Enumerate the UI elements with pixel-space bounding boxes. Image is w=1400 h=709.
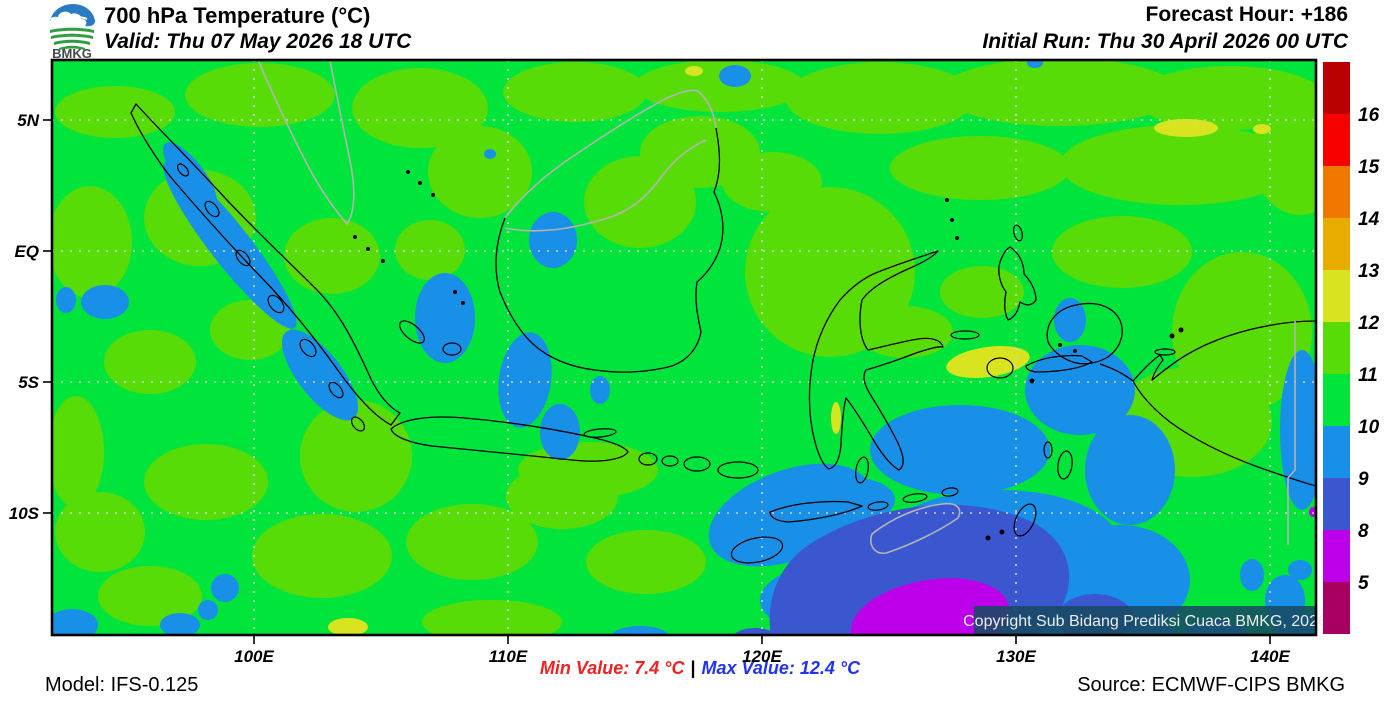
source-label: Source: ECMWF-CIPS BMKG	[1077, 674, 1345, 696]
minmax-values: Min Value: 7.4 °C | Max Value: 12.4 °C	[540, 658, 860, 679]
malay-peninsula-coastline	[257, 60, 355, 225]
lat-label: 5N	[17, 111, 39, 130]
colorbar-label: 9	[1358, 469, 1369, 490]
colorbar-segment	[1323, 166, 1350, 218]
graticule	[52, 60, 1316, 635]
colorbar-label: 11	[1358, 365, 1378, 386]
colorbar-segment	[1323, 114, 1350, 166]
initial-run-label: Initial Run: Thu 30 April 2026 00 UTC	[982, 30, 1348, 53]
colorbar: 16 15 14 13 12 11 10 9 8 5	[1323, 62, 1380, 634]
java-coastline	[390, 416, 629, 462]
logo-green-stripes	[50, 27, 94, 50]
lat-label: EQ	[14, 242, 39, 261]
colorbar-segment	[1323, 62, 1350, 114]
colorbar-label: 13	[1358, 261, 1380, 282]
lat-label: 5S	[18, 373, 39, 392]
small-islands	[353, 170, 1184, 541]
lesser-sunda-islands	[638, 452, 959, 564]
band-5-8-blobs	[850, 507, 1316, 635]
band-12-13-blobs	[328, 66, 1271, 635]
madura-island	[583, 428, 617, 438]
model-label: Model: IFS-0.125	[45, 674, 199, 696]
min-value-label: Min Value: 7.4 °C	[539, 658, 685, 678]
papua-south-coast	[1132, 380, 1316, 487]
belitung-island	[442, 342, 462, 356]
colorbar-label: 16	[1358, 105, 1380, 126]
latitude-labels: 5N EQ 5S 10S	[9, 111, 40, 523]
map-frame	[50, 58, 1318, 637]
page-title: 700 hPa Temperature (°C)	[104, 3, 371, 28]
colorbar-segment	[1323, 270, 1350, 322]
colorbar-label: 5	[1358, 573, 1369, 594]
max-value-label: Max Value: 12.4 °C	[701, 658, 861, 678]
valid-time-label: Valid: Thu 07 May 2026 18 UTC	[104, 30, 412, 53]
colorbar-label: 12	[1358, 313, 1380, 334]
bmkg-logo: BMKG	[48, 2, 96, 60]
lon-label: 110E	[489, 647, 528, 666]
colorbar-segment	[1323, 374, 1350, 426]
colorbar-segment	[1323, 322, 1350, 374]
yapen-island	[1154, 348, 1176, 356]
lon-label: 100E	[234, 647, 274, 666]
buton-island	[855, 456, 869, 484]
halmahera-coastline	[998, 246, 1037, 321]
longitude-labels: 100E 110E 120E 130E 140E	[234, 647, 1290, 666]
colorbar-labels: 16 15 14 13 12 11 10 9 8 5	[1358, 105, 1380, 594]
png-border	[1287, 321, 1296, 545]
borneo-malaysia-coastline	[504, 89, 717, 219]
sumatra-coastline	[130, 103, 401, 426]
copyright-overlay: Copyright Sub Bidang Prediksi Cuaca BMKG…	[963, 606, 1327, 635]
copyright-text: Copyright Sub Bidang Prediksi Cuaca BMKG…	[963, 613, 1327, 630]
sulawesi-coastline	[808, 250, 944, 471]
coastline-layer	[130, 60, 1316, 564]
temperature-fill-layer	[52, 60, 1316, 635]
logo-cloud-swirl	[55, 15, 88, 22]
sula-islands	[950, 330, 980, 340]
colorbar-segment	[1323, 582, 1350, 634]
colorbar-label: 15	[1358, 157, 1380, 178]
morotai-island	[1013, 224, 1023, 242]
borneo-indonesia-coastline	[495, 127, 724, 373]
minmax-separator: |	[690, 658, 696, 678]
lon-label: 120E	[742, 647, 782, 666]
buru-island	[986, 357, 1014, 379]
bangka-island	[399, 320, 425, 344]
colorbar-label: 14	[1358, 209, 1380, 230]
kei-tanimbar-islands	[1013, 441, 1073, 537]
papua-birds-head	[1046, 302, 1123, 365]
papua-north-coast	[1099, 320, 1316, 382]
seram-coastline	[1025, 354, 1093, 373]
copyright-box	[974, 606, 1316, 635]
logo-text: BMKG	[52, 46, 92, 60]
colorbar-segment	[1323, 426, 1350, 478]
axis-ticks	[43, 119, 1271, 644]
colorbar-label: 10	[1358, 417, 1380, 438]
logo-cloud-icon	[49, 4, 95, 27]
colorbar-segment	[1323, 478, 1350, 530]
lat-label: 10S	[9, 504, 40, 523]
forecast-hour-label: Forecast Hour: +186	[1145, 3, 1349, 26]
colorbar-label: 8	[1358, 521, 1369, 542]
lon-label: 130E	[996, 647, 1036, 666]
lon-label: 140E	[1250, 647, 1290, 666]
mentawai-islands	[176, 163, 366, 432]
timor-coastline	[870, 502, 961, 555]
colorbar-segment	[1323, 218, 1350, 270]
kalimantan-border	[504, 139, 707, 232]
colorbar-segment	[1323, 530, 1350, 582]
